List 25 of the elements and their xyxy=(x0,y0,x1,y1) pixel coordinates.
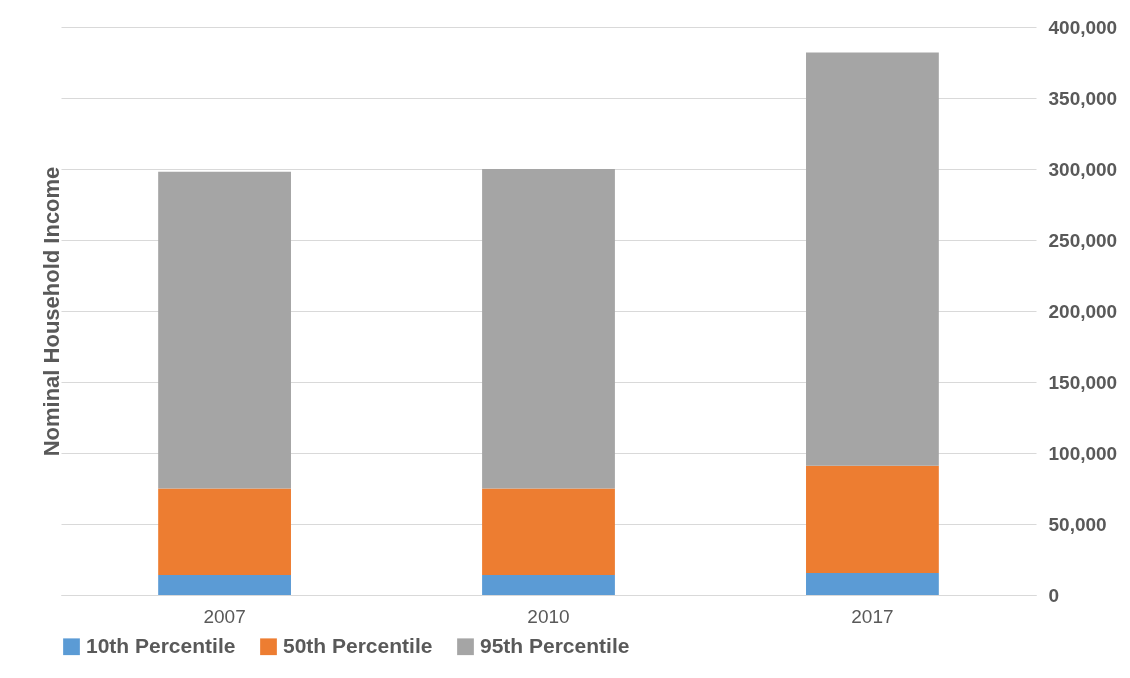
y-tick-label: 200,000 xyxy=(1048,300,1118,322)
bar xyxy=(482,169,615,489)
y-tick-label: 150,000 xyxy=(1048,371,1118,393)
legend-label: 95th Percentile xyxy=(480,633,630,657)
y-tick-label: 350,000 xyxy=(1048,87,1118,109)
x-tick-label: 2010 xyxy=(527,605,570,627)
y-axis-title: Nominal Household Income xyxy=(38,166,64,457)
y-tick-label: 0 xyxy=(1048,584,1060,606)
bar xyxy=(806,572,939,595)
bar xyxy=(158,575,291,595)
y-tick-label: 400,000 xyxy=(1048,16,1118,38)
bar xyxy=(482,488,615,576)
legend-label: 10th Percentile xyxy=(86,633,236,657)
x-tick-label: 2007 xyxy=(203,605,246,627)
bar xyxy=(806,465,939,573)
y-tick-label: 300,000 xyxy=(1048,158,1118,180)
bar xyxy=(806,52,939,466)
y-tick-label: 100,000 xyxy=(1048,442,1118,464)
y-tick-label: 250,000 xyxy=(1048,229,1118,251)
bar xyxy=(158,171,291,489)
bar xyxy=(482,575,615,595)
bar xyxy=(158,488,291,576)
legend-label: 50th Percentile xyxy=(283,633,433,657)
x-tick-label: 2017 xyxy=(851,605,894,627)
y-tick-label: 50,000 xyxy=(1048,513,1107,535)
